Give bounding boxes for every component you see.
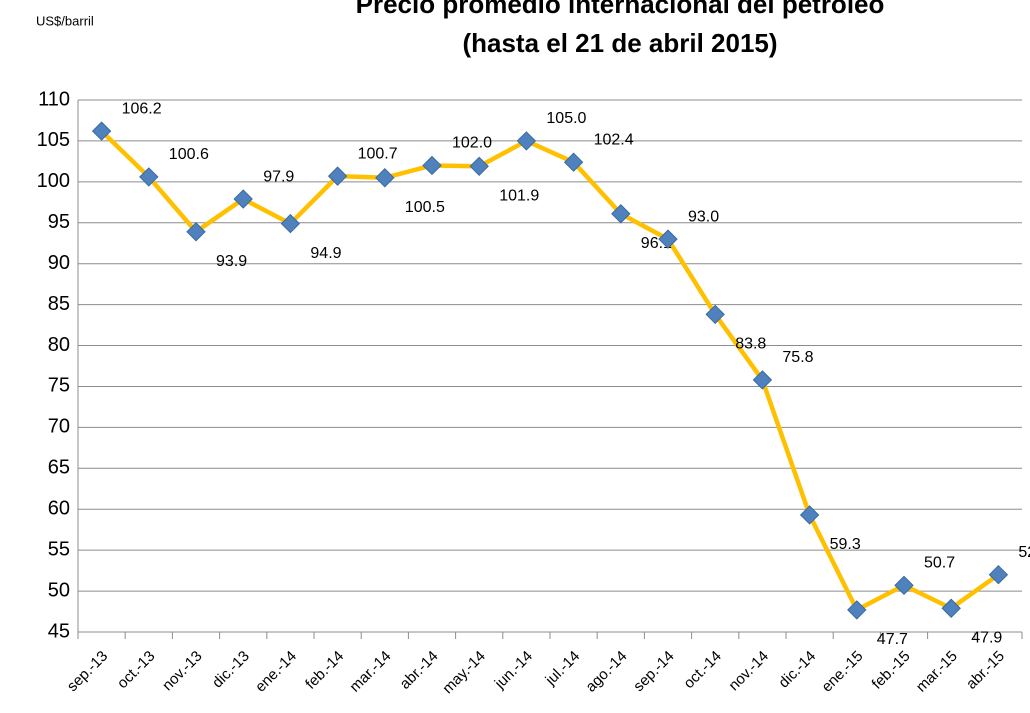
marker <box>611 204 631 224</box>
x-tick-label: jul.-14 <box>542 648 584 690</box>
y-tick-label: 105 <box>37 129 70 151</box>
marker <box>988 565 1009 585</box>
marker <box>469 156 489 177</box>
y-tick-label: 95 <box>48 211 70 233</box>
x-tick-label: oct.-13 <box>114 648 158 692</box>
x-tick-label: abr.-15 <box>963 648 1008 693</box>
marker <box>233 189 253 209</box>
y-tick-label: 100 <box>37 170 70 192</box>
marker <box>705 304 725 325</box>
x-tick-label: dic.-13 <box>209 648 253 692</box>
x-tick-label: nov.-14 <box>725 648 772 695</box>
data-label: 93.0 <box>688 208 719 225</box>
data-label: 83.8 <box>735 336 766 353</box>
data-line <box>100 129 1000 613</box>
x-tick-label: feb.-14 <box>302 648 347 693</box>
data-label: 101.9 <box>499 188 539 205</box>
x-tick-label: nov.-13 <box>159 648 206 695</box>
x-tick-label: jun.-14 <box>491 648 536 693</box>
marker <box>752 370 773 390</box>
x-tick-label: mar.-15 <box>913 648 961 696</box>
marker <box>139 167 159 187</box>
data-label: 50.7 <box>924 555 955 572</box>
y-tick-label: 75 <box>48 375 70 397</box>
x-tick-label: sep.-13 <box>64 648 111 695</box>
data-label: 100.5 <box>405 199 445 216</box>
data-label: 100.7 <box>358 145 398 162</box>
marker <box>658 229 678 249</box>
y-tick-label: 85 <box>48 293 70 315</box>
y-tick-label: 110 <box>38 88 70 110</box>
data-label: 97.9 <box>263 168 294 185</box>
marker <box>941 598 961 618</box>
marker <box>847 600 867 620</box>
x-tick-label: oct.-14 <box>680 648 724 692</box>
marker <box>422 155 442 176</box>
chart-subtitle: (hasta el 21 de abril 2015) <box>462 28 777 58</box>
y-tick-label: 65 <box>48 457 70 479</box>
y-tick-label: 60 <box>48 498 70 520</box>
data-label: 47.7 <box>877 631 908 648</box>
data-label: 47.9 <box>971 629 1002 646</box>
data-label: 93.9 <box>216 253 247 270</box>
data-label: 59.3 <box>830 536 861 553</box>
data-label: 100.6 <box>169 146 209 163</box>
x-tick-label: abr.-14 <box>397 648 442 693</box>
marker <box>186 222 206 242</box>
data-label: 52.0 <box>1018 544 1030 561</box>
y-tick-label: 50 <box>48 579 70 601</box>
marker <box>280 213 301 234</box>
x-tick-label: mar.-14 <box>346 648 394 696</box>
y-tick-label: 55 <box>48 538 70 560</box>
data-label: 106.2 <box>122 100 162 117</box>
x-tick-label: may.-14 <box>439 648 489 698</box>
data-label: 102.4 <box>594 131 634 148</box>
marker <box>563 152 584 172</box>
y-tick-label: 90 <box>48 252 70 274</box>
marker <box>375 168 395 188</box>
y-tick-label: 70 <box>48 416 70 438</box>
data-label: 75.8 <box>782 349 813 366</box>
x-tick-label: ene.-15 <box>818 648 866 696</box>
x-tick-label: ago.-14 <box>582 648 630 696</box>
marker <box>799 505 820 525</box>
marker <box>516 131 537 151</box>
y-tick-label: 45 <box>48 620 70 642</box>
data-label: 102.0 <box>452 135 492 152</box>
x-tick-label: dic.-14 <box>775 648 819 692</box>
chart-title: Precio promedio internacional del petról… <box>356 0 885 19</box>
x-tick-label: sep.-14 <box>630 648 677 695</box>
y-unit-label: US$/barril <box>36 13 94 28</box>
marker <box>91 121 112 141</box>
x-tick-label: feb.-15 <box>869 648 914 693</box>
data-label: 94.9 <box>310 245 341 262</box>
y-tick-label: 80 <box>48 334 70 356</box>
x-tick-label: ene.-14 <box>252 648 300 696</box>
marker <box>327 166 348 186</box>
data-label: 105.0 <box>546 110 586 127</box>
marker <box>894 575 914 596</box>
